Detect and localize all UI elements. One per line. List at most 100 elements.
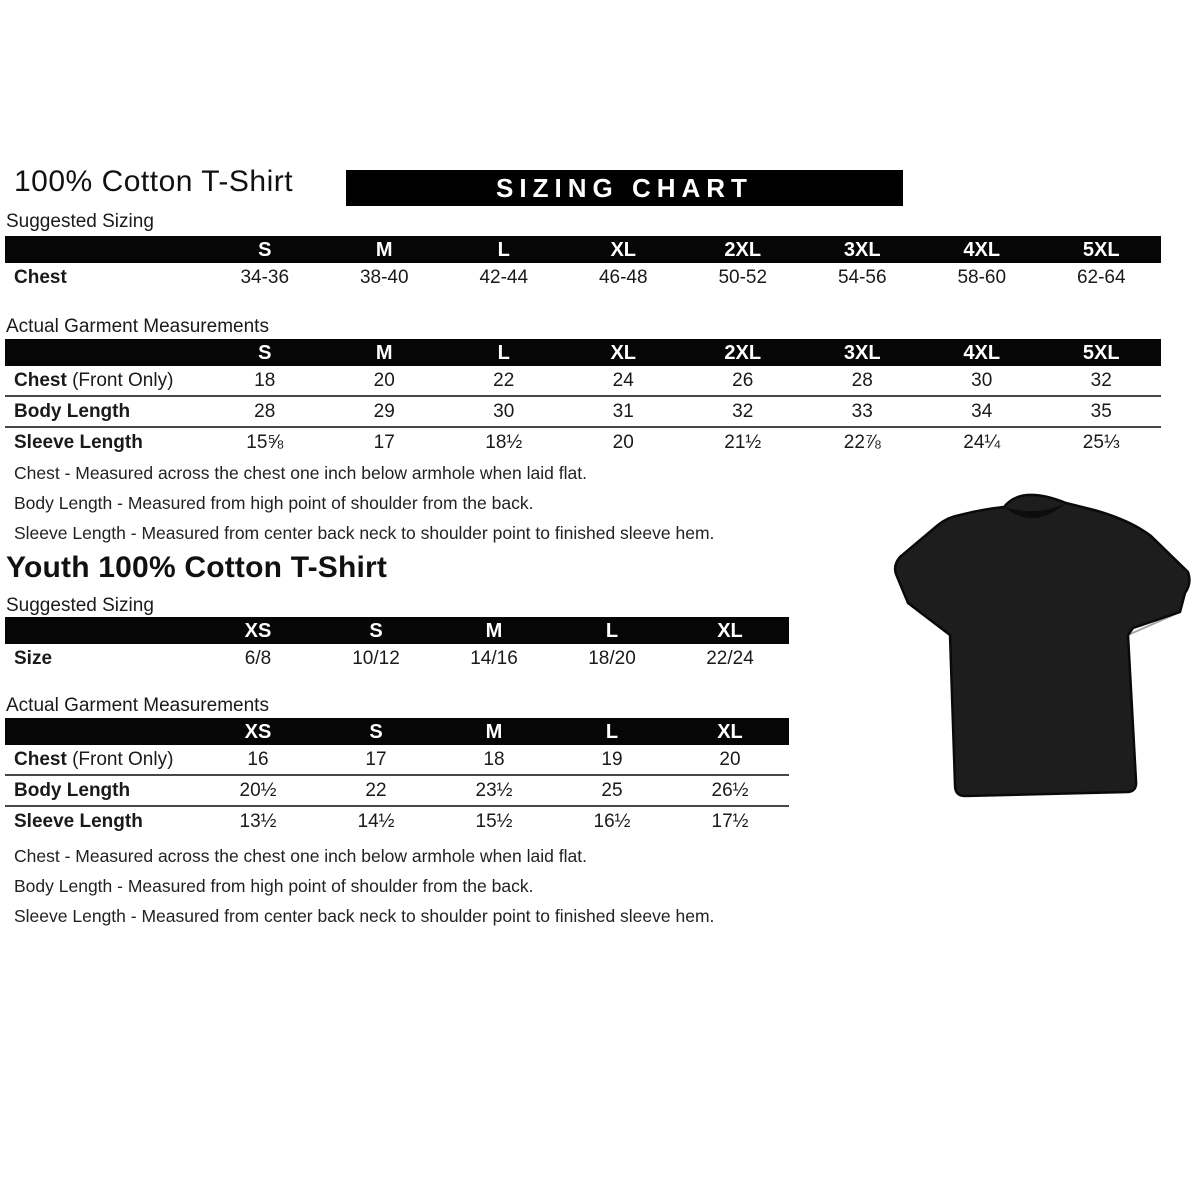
value-cell: 17½	[711, 811, 749, 832]
youth-suggested-sizing-label: Suggested Sizing	[6, 595, 154, 616]
table-header-row: S M L XL 2XL 3XL 4XL 5XL	[5, 236, 1161, 263]
value-cell: 34	[971, 401, 993, 422]
value-cell: 19	[601, 749, 623, 770]
column-header: XL	[717, 720, 743, 743]
adult-actual-measurements-table: S M L XL 2XL 3XL 4XL 5XL Chest (Front Only) 18 20 2…	[5, 339, 1161, 457]
value-cell: 15⅝	[246, 432, 284, 453]
value-cell: 25	[601, 780, 623, 801]
row-label-cell: Chest (Front Only)	[14, 370, 174, 391]
column-header: L	[605, 619, 619, 642]
table-row: Sleeve Length 15⅝ 17 18½ 20 21½ 22⅞ 24¼ 25⅓	[5, 426, 1161, 457]
value-cell: 22/24	[706, 648, 754, 669]
value-cell: 50-52	[718, 267, 768, 288]
value-cell: 20½	[239, 780, 277, 801]
table-row: Size 6/8 10/12 14/16 18/20 22/24	[5, 644, 789, 673]
table-row: Body Length 20½ 22 23½ 25 26½	[5, 774, 789, 805]
value-cell: 38-40	[359, 267, 409, 288]
table-row: Chest 34-36 38-40 42-44 46-48 50-52 54-56 58-60…	[5, 263, 1161, 292]
value-cell: 20	[373, 370, 395, 391]
value-cell: 17	[365, 749, 387, 770]
value-cell: 15½	[475, 811, 513, 832]
value-cell: 31	[612, 401, 634, 422]
value-cell: 26	[732, 370, 754, 391]
value-cell: 24	[612, 370, 634, 391]
value-cell: 23½	[475, 780, 513, 801]
table-header-row: XS S M L XL	[5, 718, 789, 745]
table-row: Chest (Front Only) 16 17 18 19 20	[5, 745, 789, 774]
column-header: XL	[610, 238, 637, 261]
value-cell: 18	[483, 749, 505, 770]
value-cell: 30	[971, 370, 993, 391]
value-cell: 58-60	[957, 267, 1007, 288]
measurement-note: Body Length - Measured from high point o…	[14, 492, 534, 513]
table-row: Sleeve Length 13½ 14½ 15½ 16½ 17½	[5, 805, 789, 836]
column-header: L	[497, 341, 510, 364]
column-header: XL	[610, 341, 637, 364]
youth-measurement-notes: Chest - Measured across the chest one in…	[14, 841, 714, 931]
value-cell: 17	[373, 432, 395, 453]
value-cell: 42-44	[479, 267, 529, 288]
value-cell: 13½	[239, 811, 277, 832]
value-cell: 14/16	[470, 648, 518, 669]
column-header: 3XL	[843, 238, 881, 261]
row-label-cell: Sleeve Length	[14, 432, 143, 453]
adult-measurement-notes: Chest - Measured across the chest one in…	[14, 458, 714, 548]
value-cell: 20	[612, 432, 634, 453]
value-cell: 28	[851, 370, 873, 391]
row-label-cell: Chest	[14, 267, 67, 288]
value-cell: 35	[1090, 401, 1112, 422]
value-cell: 32	[1090, 370, 1112, 391]
value-cell: 30	[493, 401, 515, 422]
value-cell: 14½	[357, 811, 395, 832]
column-header: M	[485, 720, 503, 743]
value-cell: 26½	[711, 780, 749, 801]
column-header: M	[375, 341, 393, 364]
measurement-note: Chest - Measured across the chest one in…	[14, 845, 587, 866]
column-header: XL	[717, 619, 743, 642]
adult-actual-measurements-label: Actual Garment Measurements	[6, 316, 269, 337]
value-cell: 32	[732, 401, 754, 422]
value-cell: 18	[254, 370, 276, 391]
value-cell: 24¼	[963, 432, 1001, 453]
column-header: S	[258, 341, 272, 364]
youth-suggested-sizing-table: XS S M L XL Size 6/8 10/12 14/16 18/20 22/24	[5, 617, 789, 673]
value-cell: 62-64	[1076, 267, 1126, 288]
value-cell: 22	[365, 780, 387, 801]
column-header: XS	[244, 720, 272, 743]
column-header: 2XL	[724, 341, 762, 364]
row-label-cell: Sleeve Length	[14, 811, 143, 832]
column-header: 5XL	[1082, 341, 1120, 364]
youth-actual-measurements-table: XS S M L XL Chest (Front Only) 16 17 18 19 20 Body …	[5, 718, 789, 836]
row-label-cell: Body Length	[14, 780, 131, 801]
sizing-chart-banner-label: SIZING CHART	[496, 172, 753, 203]
table-header-row: XS S M L XL	[5, 617, 789, 644]
measurement-note: Body Length - Measured from high point o…	[14, 875, 534, 896]
value-cell: 22⅞	[843, 432, 881, 453]
table-row: Chest (Front Only) 18 20 22 24 26 28 30 32	[5, 366, 1161, 395]
row-label-cell: Body Length	[14, 401, 131, 422]
column-header: L	[497, 238, 510, 261]
value-cell: 21½	[724, 432, 762, 453]
column-header: L	[605, 720, 619, 743]
column-header: 5XL	[1082, 238, 1120, 261]
value-cell: 20	[719, 749, 741, 770]
column-header: 4XL	[963, 238, 1001, 261]
value-cell: 22	[493, 370, 515, 391]
value-cell: 54-56	[837, 267, 887, 288]
column-header: XS	[244, 619, 272, 642]
value-cell: 6/8	[244, 648, 272, 669]
tshirt-photo	[888, 473, 1196, 807]
measurement-note: Sleeve Length - Measured from center bac…	[14, 522, 715, 543]
black-tshirt-icon	[893, 493, 1191, 798]
youth-section-title: Youth 100% Cotton T-Shirt	[6, 551, 388, 584]
column-header: 2XL	[724, 238, 762, 261]
measurement-note: Chest - Measured across the chest one in…	[14, 462, 587, 483]
adult-suggested-sizing-label: Suggested Sizing	[6, 211, 154, 232]
measurement-note: Sleeve Length - Measured from center bac…	[14, 905, 715, 926]
value-cell: 25⅓	[1082, 432, 1120, 453]
column-header: 3XL	[843, 341, 881, 364]
adult-suggested-sizing-table: S M L XL 2XL 3XL 4XL 5XL Chest 34-36 38-40 42-44 46-…	[5, 236, 1161, 292]
value-cell: 46-48	[598, 267, 648, 288]
value-cell: 18½	[485, 432, 523, 453]
